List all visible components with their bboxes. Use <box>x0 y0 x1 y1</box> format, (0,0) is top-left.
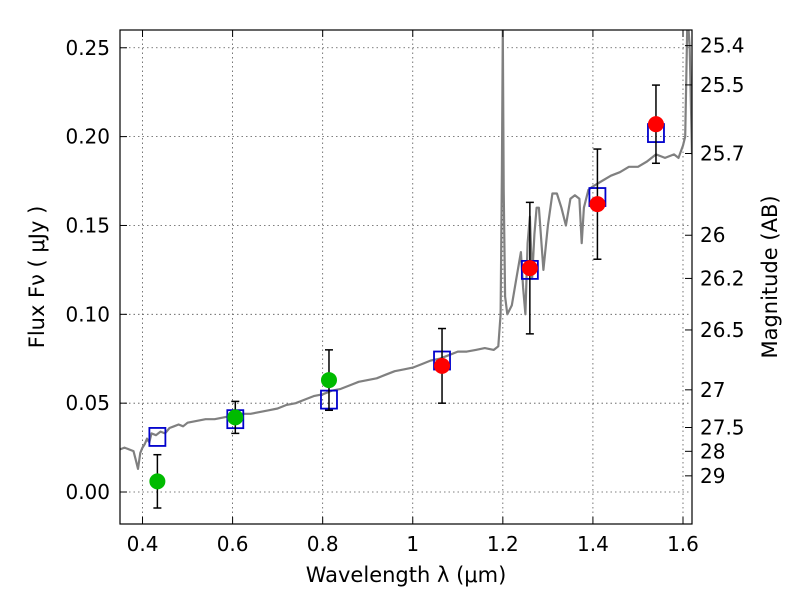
optical-data-point <box>320 372 337 389</box>
optical-data-point <box>149 473 166 490</box>
spectrum-layer <box>120 30 692 470</box>
y-tick-label: 0.05 <box>65 391 110 415</box>
x-axis-label: Wavelength λ (μm) <box>306 563 507 587</box>
y2-axis-label: Magnitude (AB) <box>758 195 782 358</box>
x-tick-label: 1.4 <box>577 532 609 556</box>
x-tick-label: 1.2 <box>487 532 519 556</box>
magnitude-tick-label: 25.4 <box>700 34 745 58</box>
y-tick-label: 0.10 <box>65 302 110 326</box>
y-tick-label: 0.15 <box>65 213 110 237</box>
magnitude-tick-label: 27 <box>700 378 725 402</box>
magnitude-tick-label: 29 <box>700 464 725 488</box>
y-tick-label: 0.25 <box>65 36 110 60</box>
x-tick-label: 0.6 <box>217 532 249 556</box>
nir-data-point <box>647 116 664 133</box>
magnitude-tick-label: 28 <box>700 439 725 463</box>
magnitude-tick-label: 27.5 <box>700 416 745 440</box>
ticks: 0.4 0.6 0.8 1 1.2 1.4 1.6 0.00 0.05 0.10 0.15 0.20 0… <box>65 30 745 556</box>
y-axis-label: Flux Fν ( μJy ) <box>25 206 49 349</box>
y-tick-label: 0.20 <box>65 125 110 149</box>
nir-data-point <box>521 260 538 277</box>
grid <box>120 30 692 524</box>
nir-data-point <box>434 357 451 374</box>
magnitude-tick-label: 25.5 <box>700 73 745 97</box>
plot-frame <box>119 29 693 525</box>
y-tick-label: 0.00 <box>65 480 110 504</box>
magnitude-tick-label: 26 <box>700 223 725 247</box>
model-photometry-square <box>148 427 167 447</box>
magnitude-tick-label: 26.2 <box>700 266 745 290</box>
x-tick-label: 0.4 <box>127 532 159 556</box>
magnitude-tick-label: 25.7 <box>700 142 745 166</box>
magnitude-tick-label: 26.5 <box>700 318 745 342</box>
model-spectrum-line <box>120 30 692 470</box>
x-tick-label: 1 <box>406 532 419 556</box>
nir-data-point <box>589 196 606 213</box>
x-tick-label: 1.6 <box>667 532 699 556</box>
marker-layer <box>148 84 665 509</box>
x-tick-label: 0.8 <box>307 532 339 556</box>
optical-data-point <box>227 409 244 426</box>
